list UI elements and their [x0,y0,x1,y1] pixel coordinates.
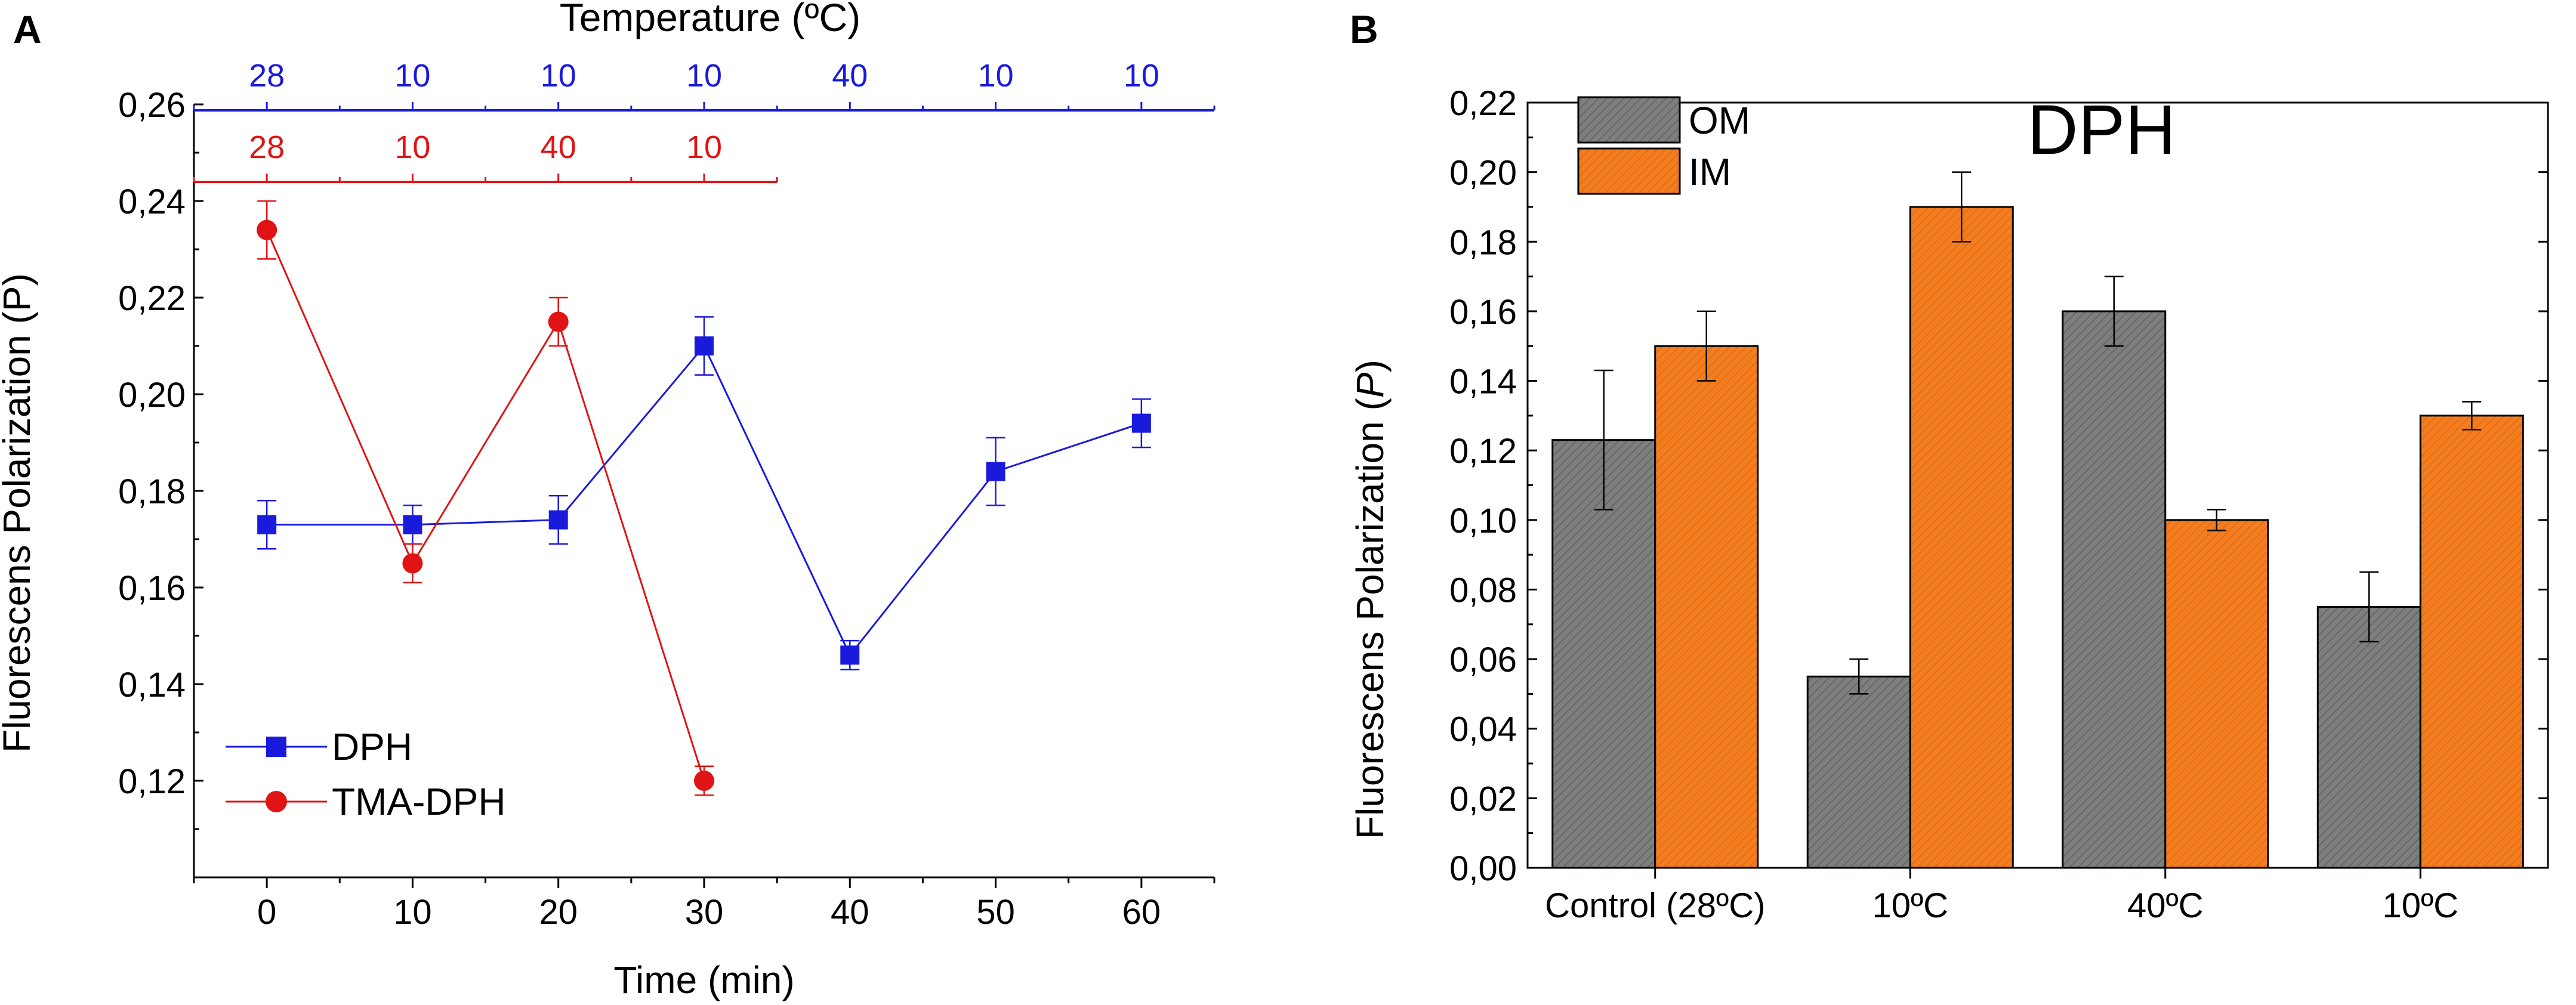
y-tick-label-a: 0,26 [118,86,186,125]
data-point-tma-dph [694,771,714,791]
data-point-tma-dph [402,553,423,574]
bar-im [2164,519,2269,869]
y-tick-label-b: 0,08 [1449,571,1517,610]
temperature-label-tma-dph: 10 [686,129,722,165]
legend-label-om: OM [1689,99,1750,142]
temperature-label-dph: 10 [394,58,430,94]
line-chart-panel-a: 0,12 0,14 0,16 0,18 0,20 0,22 0,24 0,26 0 10 20 30 4… [0,0,1215,1001]
y-tick-label-b: 0,14 [1449,363,1517,401]
y-tick-label-a: 0,22 [118,279,186,318]
x-axis-label-a: Time (min) [613,958,794,1001]
data-point-dph [840,645,860,665]
x-tick-label-b: Control (28ºC) [1545,886,1765,925]
x-tick-label-b: 10ºC [2382,886,2458,925]
x-tick-label-a: 40 [831,893,869,932]
y-tick-label-b: 0,06 [1449,641,1517,679]
legend-swatch-im [1577,147,1681,195]
data-point-tma-dph [257,219,277,240]
temperature-label-dph: 10 [686,58,722,94]
y-tick-label-b: 0,10 [1449,502,1517,540]
y-axis-label-b-main: Fluorescens Polarization ( [1349,398,1392,839]
top-axis-title: Temperature (ºC) [560,0,861,39]
bar-im [2419,415,2524,869]
data-point-dph [548,510,568,530]
bar-om [1806,675,1911,869]
legend-b: OM IM [1577,96,1750,195]
panel-label-b: B [1350,7,1378,51]
legend-marker-dph [266,737,286,757]
x-tick-label-a: 60 [1122,893,1161,932]
temperature-label-dph: 10 [541,58,576,94]
legend-label-tma-dph: TMA-DPH [332,780,506,823]
bar-om [2316,606,2421,869]
legend-label-im: IM [1689,150,1731,193]
y-axis-label-b-italic: P [1349,372,1392,398]
y-tick-label-b: 0,22 [1449,84,1517,123]
y-tick-label-a: 0,16 [118,569,186,608]
y-tick-label-a: 0,20 [118,376,186,415]
y-tick-label-b: 0,00 [1449,849,1517,888]
chart-title-b: DPH [2027,91,2176,169]
temperature-label-dph: 28 [249,58,285,94]
y-tick-label-a: 0,12 [118,762,186,801]
y-tick-label-b: 0,12 [1449,432,1517,471]
data-point-dph [403,515,422,534]
y-tick-label-a: 0,14 [118,666,186,704]
series-line-tma-dph [266,229,705,781]
y-axis-label-b-end: ) [1349,360,1392,372]
y-tick-label-b: 0,20 [1449,154,1517,193]
y-tick-label-a: 0,18 [118,472,186,511]
x-tick-label-b: 10ºC [1872,886,1948,925]
y-axis-label-b: Fluorescens Polarization (P) [1349,360,1392,839]
temperature-label-dph: 40 [832,58,868,94]
x-tick-label-a: 0 [257,893,276,932]
temperature-label-dph: 10 [978,58,1014,94]
data-point-dph [257,515,277,534]
x-tick-label-a: 50 [976,893,1015,932]
temperature-label-tma-dph: 10 [394,129,430,165]
x-tick-label-a: 10 [393,893,432,932]
data-point-dph [695,336,714,355]
y-axis-label-a: Fluorescens Polarization (P) [0,273,38,753]
data-point-tma-dph [548,311,569,332]
x-tick-label-a: 30 [685,893,724,932]
bar-im [1909,206,2014,869]
legend-swatch-om [1577,96,1681,144]
y-tick-label-b: 0,18 [1449,223,1517,262]
temperature-label-tma-dph: 28 [249,129,285,165]
legend-marker-tma-dph [266,791,287,812]
bar-im [1654,345,1759,869]
temperature-label-dph: 10 [1124,58,1159,94]
x-tick-label-b: 40ºC [2127,886,2204,925]
y-tick-label-b: 0,02 [1449,780,1517,818]
y-tick-label-a: 0,24 [118,183,186,221]
y-tick-label-b: 0,16 [1449,293,1517,332]
data-point-dph [986,462,1005,481]
bar-om [2062,310,2167,869]
panel-label-a: A [13,7,42,51]
bar-chart-panel-b: 0,00 0,02 0,04 0,06 0,08 0,10 0,12 0,14 0,16 0,18… [1349,84,2549,925]
y-tick-label-b: 0,04 [1449,710,1517,749]
legend-label-dph: DPH [332,725,412,768]
temperature-label-tma-dph: 40 [541,129,576,165]
x-tick-label-a: 20 [539,893,578,932]
series-line-dph [267,344,1142,657]
data-point-dph [1131,413,1151,433]
legend-a: DPH TMA-DPH [226,725,506,823]
